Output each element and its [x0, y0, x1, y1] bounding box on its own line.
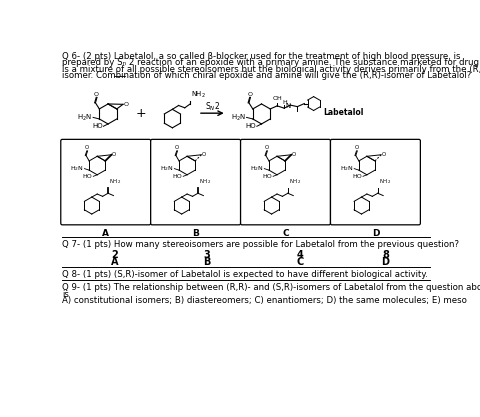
- Text: S$_N$2: S$_N$2: [204, 101, 220, 113]
- Text: HO: HO: [83, 174, 93, 179]
- Text: H$_2$N: H$_2$N: [70, 164, 84, 173]
- Text: H$_2$N: H$_2$N: [160, 164, 174, 173]
- Text: O: O: [124, 102, 129, 107]
- Text: Q 9- (1 pts) The relationship between (R,R)- and (S,R)-isomers of Labetalol from: Q 9- (1 pts) The relationship between (R…: [62, 283, 480, 291]
- FancyBboxPatch shape: [330, 139, 420, 225]
- Text: Q 6- (2 pts) Labetalol, a so called β-blocker used for the treatment of high blo: Q 6- (2 pts) Labetalol, a so called β-bl…: [62, 52, 461, 60]
- Text: O: O: [94, 92, 99, 97]
- FancyBboxPatch shape: [151, 139, 240, 225]
- Text: HO: HO: [352, 174, 362, 179]
- Text: NH$_2$: NH$_2$: [379, 177, 391, 186]
- Text: 3: 3: [204, 250, 211, 260]
- Text: Labetalol: Labetalol: [323, 108, 363, 117]
- Text: O: O: [292, 152, 296, 157]
- Text: C: C: [282, 229, 289, 239]
- Text: B: B: [204, 257, 211, 267]
- Text: 8: 8: [382, 250, 389, 260]
- Text: O: O: [175, 145, 179, 150]
- Text: NH$_2$: NH$_2$: [191, 90, 206, 100]
- FancyBboxPatch shape: [240, 139, 330, 225]
- Text: is a mixture of all possible stereoisomers but the biological activity derives p: is a mixture of all possible stereoisome…: [62, 65, 480, 74]
- Text: O: O: [112, 152, 117, 157]
- Text: NH$_2$: NH$_2$: [288, 177, 301, 186]
- Text: A: A: [110, 257, 118, 267]
- FancyBboxPatch shape: [61, 139, 151, 225]
- Text: OH: OH: [272, 96, 282, 101]
- Text: isomer. Combination of which chiral epoxide and amine will give the (R,R)-isomer: isomer. Combination of which chiral epox…: [62, 71, 471, 80]
- Text: prepared by Sₙ 2 reaction of an epoxide with a primary amine. The substance mark: prepared by Sₙ 2 reaction of an epoxide …: [62, 58, 480, 67]
- Text: H$_2$N: H$_2$N: [250, 164, 264, 173]
- Text: O: O: [84, 145, 89, 150]
- Text: O: O: [202, 152, 206, 157]
- Text: NH$_2$: NH$_2$: [109, 177, 121, 186]
- Text: HO: HO: [173, 174, 182, 179]
- Text: D: D: [372, 229, 379, 239]
- Text: Q 8- (1 pts) (S,R)-isomer of Labetalol is expected to have different biological : Q 8- (1 pts) (S,R)-isomer of Labetalol i…: [62, 270, 428, 279]
- Text: A) constitutional isomers; B) diastereomers; C) enantiomers; D) the same molecul: A) constitutional isomers; B) diastereom…: [62, 296, 467, 305]
- Text: H$_2$N: H$_2$N: [77, 112, 92, 123]
- Text: O: O: [264, 145, 269, 150]
- Text: D: D: [382, 257, 389, 267]
- Text: NH$_2$: NH$_2$: [199, 177, 211, 186]
- Text: A: A: [102, 229, 109, 239]
- Text: Q 7- (1 pts) How many stereoisomers are possible for Labetalol from the previous: Q 7- (1 pts) How many stereoisomers are …: [62, 240, 459, 249]
- Text: H$_2$N: H$_2$N: [231, 112, 246, 123]
- Text: B: B: [192, 229, 199, 239]
- Text: HO: HO: [92, 123, 103, 129]
- Text: +: +: [135, 108, 146, 121]
- Text: N: N: [286, 103, 291, 109]
- Text: 4: 4: [297, 250, 304, 260]
- Text: is: is: [62, 289, 69, 299]
- Text: C: C: [297, 257, 304, 267]
- Text: H$_2$N: H$_2$N: [340, 164, 353, 173]
- Text: O: O: [354, 145, 359, 150]
- Text: HO: HO: [263, 174, 272, 179]
- Text: HO: HO: [245, 123, 256, 129]
- Text: O: O: [247, 92, 252, 97]
- Text: O: O: [382, 152, 386, 157]
- Text: 2: 2: [111, 250, 118, 260]
- Text: H: H: [283, 100, 288, 105]
